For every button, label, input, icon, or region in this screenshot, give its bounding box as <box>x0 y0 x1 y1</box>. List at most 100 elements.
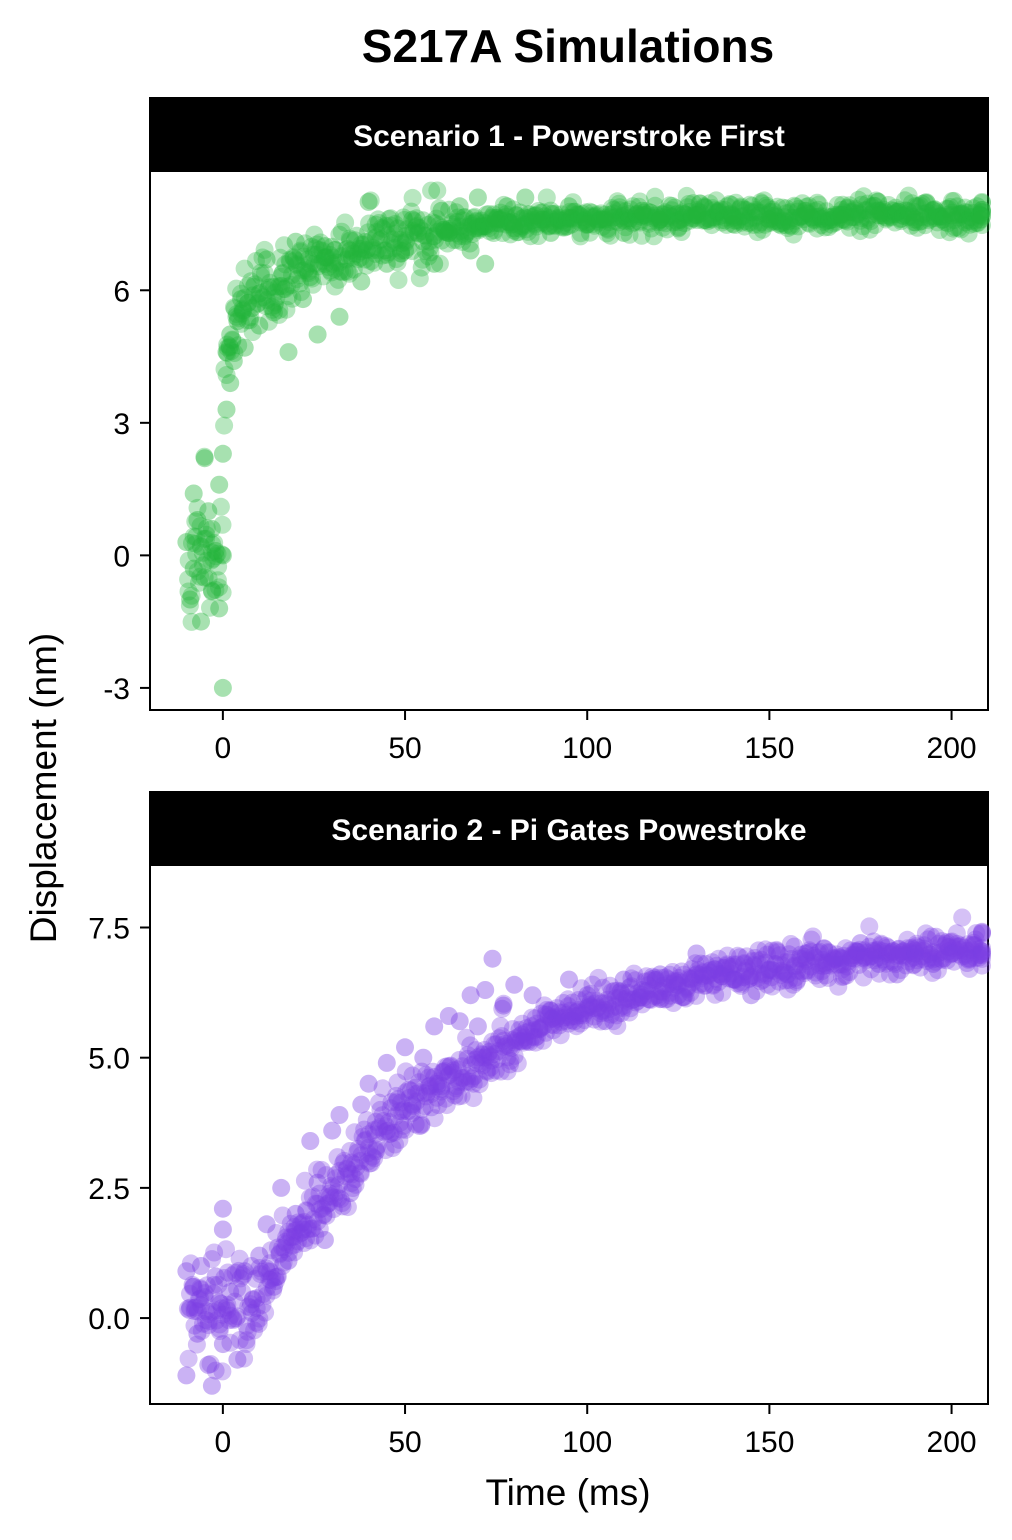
data-point <box>184 527 203 546</box>
data-point <box>772 965 791 984</box>
data-point <box>326 1165 345 1184</box>
data-point <box>815 218 834 237</box>
data-point <box>660 206 679 225</box>
data-point <box>681 969 700 988</box>
data-point <box>789 217 808 236</box>
data-point <box>754 970 773 989</box>
data-point <box>525 215 544 234</box>
data-point <box>846 946 865 965</box>
data-point <box>966 211 985 230</box>
data-point <box>202 551 221 570</box>
data-point <box>865 951 884 970</box>
data-point <box>361 231 380 250</box>
data-point <box>915 936 934 955</box>
data-point <box>228 312 247 331</box>
data-point <box>318 1194 337 1213</box>
data-point <box>669 972 688 990</box>
data-point <box>589 968 608 987</box>
data-point <box>707 191 726 210</box>
data-point <box>587 205 606 224</box>
data-point <box>651 210 670 229</box>
data-point <box>820 211 839 230</box>
data-point <box>316 1196 335 1215</box>
data-point <box>877 937 896 956</box>
data-point <box>826 207 845 226</box>
data-point <box>674 208 693 227</box>
data-point <box>602 982 621 1001</box>
data-point <box>381 1124 400 1143</box>
data-point <box>195 568 214 587</box>
data-point <box>177 1262 196 1281</box>
data-point <box>738 959 756 978</box>
data-point <box>964 204 983 222</box>
data-point <box>197 529 216 548</box>
data-point <box>895 947 914 966</box>
data-point <box>515 215 534 234</box>
data-point <box>518 1031 536 1050</box>
data-point <box>201 598 219 617</box>
panel-2-y-axis: 0.02.55.07.5 <box>88 912 150 1336</box>
data-point <box>744 215 763 234</box>
data-point <box>493 209 512 228</box>
data-point <box>360 1138 378 1157</box>
data-point <box>441 221 460 240</box>
data-point <box>833 949 852 968</box>
data-point <box>781 216 800 235</box>
data-point <box>973 201 991 219</box>
data-point <box>279 1243 298 1262</box>
data-point <box>326 260 345 278</box>
data-point <box>637 202 656 221</box>
data-point <box>858 210 877 229</box>
data-point <box>813 950 832 969</box>
data-point <box>795 206 814 225</box>
data-point <box>709 202 728 221</box>
data-point <box>887 205 906 224</box>
data-point <box>742 202 761 221</box>
data-point <box>782 950 801 968</box>
data-point <box>539 217 558 236</box>
data-point <box>347 1158 366 1177</box>
data-point <box>902 194 921 213</box>
data-point <box>944 944 963 962</box>
data-point <box>475 217 494 235</box>
data-point <box>681 211 700 230</box>
data-point <box>833 210 852 229</box>
data-point <box>377 254 396 273</box>
data-point <box>501 1051 520 1070</box>
data-point <box>418 1083 437 1102</box>
data-point <box>571 224 590 243</box>
data-point <box>656 214 675 233</box>
data-point <box>778 219 797 237</box>
data-point <box>311 233 330 252</box>
data-point <box>484 205 503 224</box>
data-point <box>891 943 910 962</box>
data-point <box>580 995 599 1014</box>
data-point <box>950 945 969 964</box>
data-point <box>964 214 983 233</box>
data-point <box>529 202 548 220</box>
data-point <box>704 976 722 995</box>
data-point <box>486 1061 505 1080</box>
data-point <box>450 197 469 216</box>
data-point <box>653 982 672 1001</box>
data-point <box>637 967 656 986</box>
data-point <box>188 511 207 529</box>
data-point <box>430 199 449 218</box>
data-point <box>222 342 241 361</box>
data-point <box>962 208 981 227</box>
data-point <box>728 946 747 965</box>
data-point <box>592 1002 611 1020</box>
data-point <box>545 212 564 231</box>
data-point <box>469 1048 488 1067</box>
data-point <box>272 276 291 295</box>
data-point <box>569 209 588 228</box>
data-point <box>482 1064 501 1083</box>
data-point <box>610 194 628 213</box>
data-point <box>641 990 660 1009</box>
data-point <box>740 195 759 214</box>
data-point <box>854 968 873 987</box>
data-point <box>890 201 909 220</box>
data-point <box>578 215 597 233</box>
data-point <box>815 939 833 958</box>
data-point <box>321 1187 340 1206</box>
